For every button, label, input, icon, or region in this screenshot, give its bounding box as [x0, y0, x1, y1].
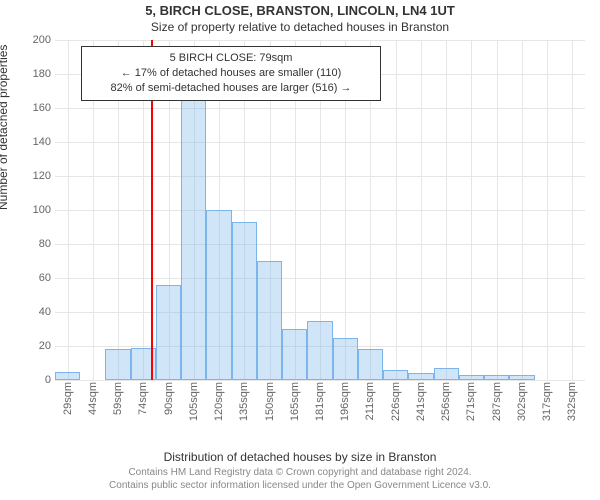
plot-area: 02040608010012014016018020029sqm44sqm59s…: [55, 40, 585, 380]
gridline-v: [446, 40, 447, 380]
x-tick-label: 271sqm: [465, 382, 477, 421]
x-tick-label: 90sqm: [163, 382, 175, 415]
gridline-v: [522, 40, 523, 380]
y-tick-label: 200: [21, 34, 51, 46]
gridline-v: [421, 40, 422, 380]
x-tick-label: 181sqm: [314, 382, 326, 421]
gridline-v: [471, 40, 472, 380]
credits: Contains HM Land Registry data © Crown c…: [0, 467, 600, 492]
y-tick-label: 40: [21, 306, 51, 318]
x-tick-label: 241sqm: [415, 382, 427, 421]
x-tick-label: 302sqm: [516, 382, 528, 421]
y-tick-label: 0: [21, 374, 51, 386]
y-tick-label: 20: [21, 340, 51, 352]
x-tick-label: 226sqm: [390, 382, 402, 421]
histogram-bar: [459, 375, 484, 380]
histogram-bar: [484, 375, 509, 380]
histogram-bar: [55, 372, 80, 381]
x-tick-label: 44sqm: [87, 382, 99, 415]
gridline-v: [497, 40, 498, 380]
histogram-bar: [307, 321, 332, 381]
x-tick-label: 287sqm: [491, 382, 503, 421]
y-tick-label: 60: [21, 272, 51, 284]
annotation-box: 5 BIRCH CLOSE: 79sqm← 17% of detached ho…: [81, 46, 381, 101]
annotation-line: ← 17% of detached houses are smaller (11…: [90, 66, 372, 81]
x-tick-label: 317sqm: [541, 382, 553, 421]
histogram-bar: [257, 261, 282, 380]
gridline-v: [547, 40, 548, 380]
gridline-v: [396, 40, 397, 380]
credits-line-1: Contains HM Land Registry data © Crown c…: [128, 467, 471, 478]
x-tick-label: 59sqm: [112, 382, 124, 415]
gridline-h: [55, 380, 585, 381]
x-tick-label: 165sqm: [289, 382, 301, 421]
y-tick-label: 80: [21, 238, 51, 250]
histogram-bar: [358, 349, 383, 380]
x-tick-label: 332sqm: [566, 382, 578, 421]
chart-subtitle: Size of property relative to detached ho…: [0, 20, 600, 34]
x-tick-label: 196sqm: [339, 382, 351, 421]
histogram-bar: [156, 285, 181, 380]
y-tick-label: 100: [21, 204, 51, 216]
histogram-bar: [509, 375, 534, 380]
y-tick-label: 120: [21, 170, 51, 182]
annotation-line: 82% of semi-detached houses are larger (…: [90, 81, 372, 96]
y-tick-label: 180: [21, 68, 51, 80]
histogram-bar: [181, 96, 206, 380]
x-tick-label: 150sqm: [264, 382, 276, 421]
root: 5, BIRCH CLOSE, BRANSTON, LINCOLN, LN4 1…: [0, 0, 600, 500]
x-tick-label: 211sqm: [364, 382, 376, 420]
credits-line-2: Contains public sector information licen…: [109, 480, 491, 491]
chart-title: 5, BIRCH CLOSE, BRANSTON, LINCOLN, LN4 1…: [0, 3, 600, 18]
x-tick-label: 105sqm: [188, 382, 200, 421]
x-tick-label: 120sqm: [213, 382, 225, 421]
y-axis-label: Number of detached properties: [0, 45, 10, 210]
y-tick-label: 160: [21, 102, 51, 114]
x-tick-label: 256sqm: [440, 382, 452, 421]
histogram-bar: [232, 222, 257, 380]
y-tick-label: 140: [21, 136, 51, 148]
histogram-bar: [206, 210, 231, 380]
gridline-v: [572, 40, 573, 380]
annotation-line: 5 BIRCH CLOSE: 79sqm: [90, 51, 372, 66]
histogram-bar: [434, 368, 459, 380]
histogram-bar: [383, 370, 408, 380]
histogram-bar: [333, 338, 358, 381]
histogram-bar: [105, 349, 130, 380]
x-axis-label: Distribution of detached houses by size …: [0, 450, 600, 464]
x-tick-label: 135sqm: [238, 382, 250, 421]
histogram-bar: [282, 329, 307, 380]
x-tick-label: 29sqm: [62, 382, 74, 415]
x-tick-label: 74sqm: [137, 382, 149, 415]
gridline-v: [68, 40, 69, 380]
histogram-bar: [408, 373, 433, 380]
